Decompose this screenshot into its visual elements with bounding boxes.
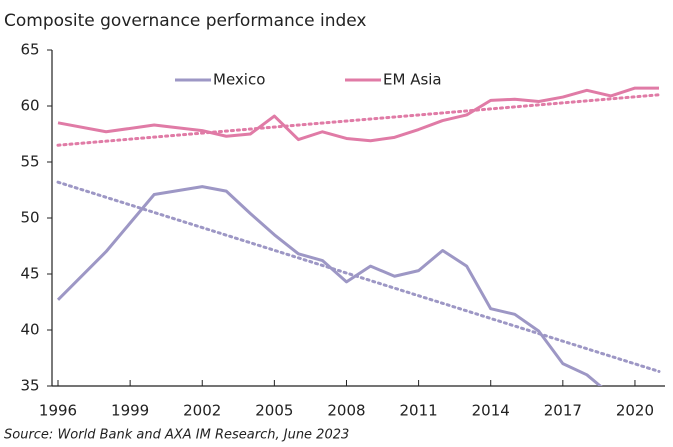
- x-tick-label: 2014: [472, 402, 510, 420]
- x-tick-label: 1999: [111, 402, 149, 420]
- y-tick-label: 35: [20, 377, 39, 395]
- x-tick-label: 2020: [616, 402, 654, 420]
- x-tick-label: 2008: [327, 402, 365, 420]
- y-tick-label: 65: [20, 41, 39, 59]
- y-tick-label: 45: [20, 265, 39, 283]
- y-tick-label: 40: [20, 321, 39, 339]
- y-tick-label: 55: [20, 153, 39, 171]
- line-series: [56, 185, 603, 386]
- legend-label: Mexico: [213, 71, 265, 89]
- x-tick-label: 2002: [183, 402, 221, 420]
- trend-line: [56, 180, 661, 373]
- trend-line: [56, 93, 661, 147]
- chart-title: Composite governance performance index: [4, 11, 367, 31]
- x-tick-label: 2005: [255, 402, 293, 420]
- x-tick-label: 2011: [400, 402, 438, 420]
- line-series: [57, 86, 659, 143]
- x-tick-label: 1996: [39, 402, 77, 420]
- y-tick-label: 50: [20, 209, 39, 227]
- y-tick-label: 60: [20, 97, 39, 115]
- source: Source: World Bank and AXA IM Research, …: [4, 428, 349, 443]
- legend-label: EM Asia: [383, 71, 442, 89]
- x-tick-label: 2017: [544, 402, 582, 420]
